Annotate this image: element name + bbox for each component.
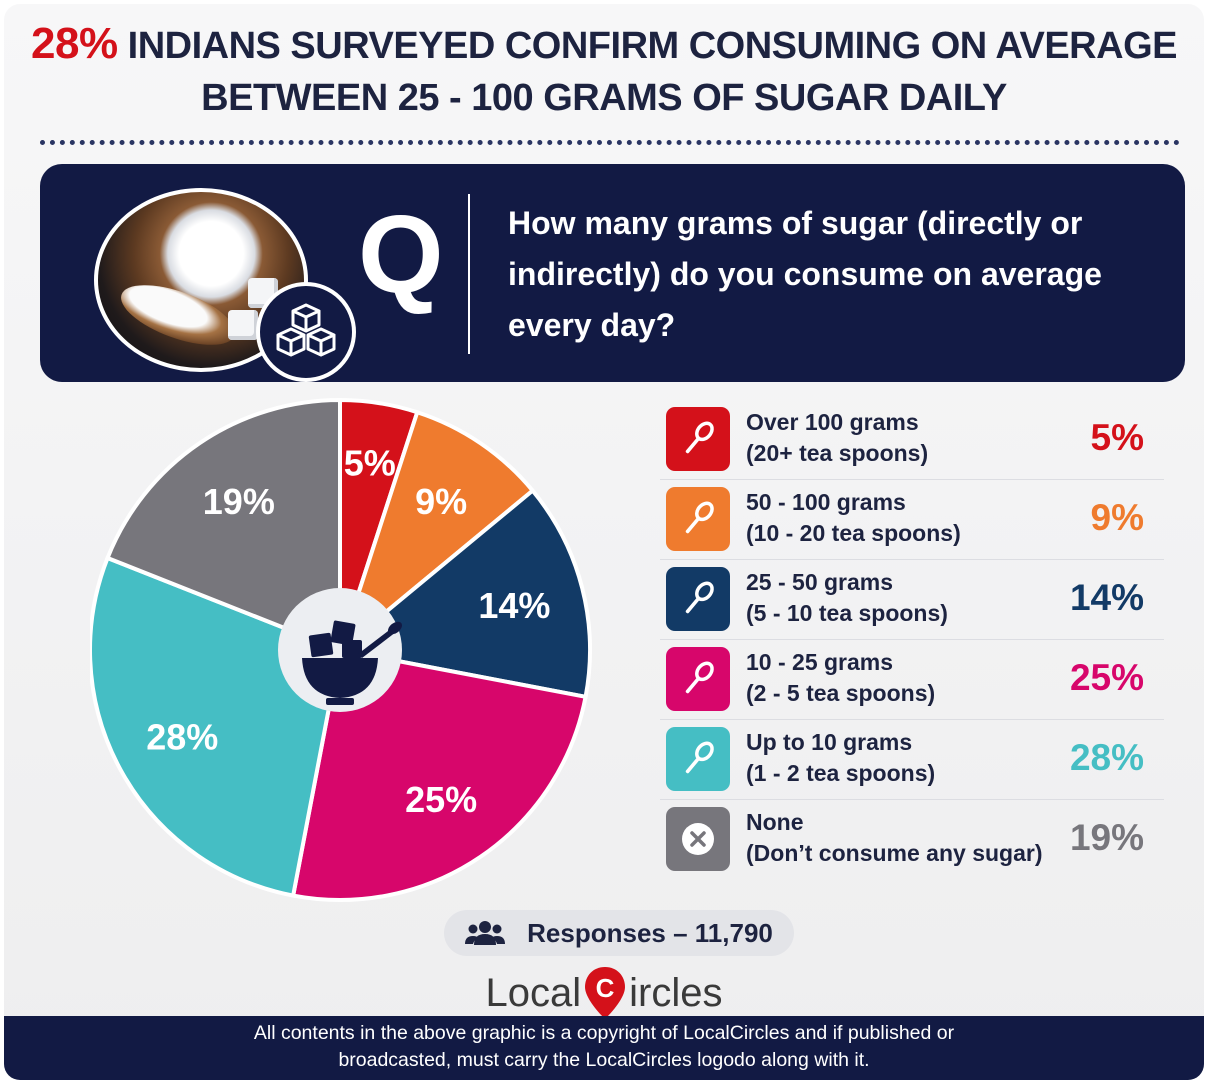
headline: 28% INDIANS SURVEYED CONFIRM CONSUMING O… <box>4 18 1204 124</box>
legend-label-line2: (20+ tea spoons) <box>746 440 929 466</box>
legend-row: 50 - 100 grams (10 - 20 tea spoons) 9% <box>660 480 1164 560</box>
wooden-spoon <box>113 272 243 358</box>
pie-label-6: 19% <box>203 481 275 522</box>
legend-label: 25 - 50 grams (5 - 10 tea spoons) <box>746 567 948 629</box>
sugar-bowl-icon <box>278 588 403 712</box>
logo-text-ircles: ircles <box>629 970 723 1015</box>
legend-row: 25 - 50 grams (5 - 10 tea spoons) 14% <box>660 560 1164 640</box>
legend-row: 10 - 25 grams (2 - 5 tea spoons) 25% <box>660 640 1164 720</box>
pie-slice-5 <box>90 555 343 898</box>
spoon-icon <box>666 647 730 711</box>
pie-slices <box>90 397 592 902</box>
legend-label: Over 100 grams (20+ tea spoons) <box>746 407 928 469</box>
legend-label: 50 - 100 grams (10 - 20 tea spoons) <box>746 487 961 549</box>
legend-label-line2: (Don’t consume any sugar) <box>746 840 1043 866</box>
question-box: Q How many grams of sugar (directly or i… <box>40 164 1185 382</box>
footer-line2: broadcasted, must carry the LocalCircles… <box>338 1049 870 1071</box>
infographic-card: 28% INDIANS SURVEYED CONFIRM CONSUMING O… <box>4 4 1204 1080</box>
pie-slice-6 <box>104 397 342 653</box>
localcircles-logo: Local C ircles <box>4 964 1204 1022</box>
sugar-cube <box>228 310 258 340</box>
legend-percent: 28% <box>1069 737 1144 778</box>
legend-row: Over 100 grams (20+ tea spoons) 5% <box>660 400 1164 480</box>
legend-label-line1: Up to 10 grams <box>746 729 913 755</box>
spoon-icon <box>666 567 730 631</box>
legend-label-line1: None <box>746 809 804 835</box>
legend-percent: 5% <box>1090 417 1144 458</box>
legend-label-line2: (2 - 5 tea spoons) <box>746 680 936 706</box>
people-icon <box>465 921 506 945</box>
legend-label: None (Don’t consume any sugar) <box>746 807 1042 869</box>
x-circle-icon <box>666 807 730 871</box>
legend-label-line1: 50 - 100 grams <box>746 489 906 515</box>
legend-label: 10 - 25 grams (2 - 5 tea spoons) <box>746 647 935 709</box>
q-letter: Q <box>358 193 444 316</box>
responses-count: Responses – 11,790 <box>527 917 773 948</box>
legend-percent: 14% <box>1069 577 1144 618</box>
legend-label-line2: (10 - 20 tea spoons) <box>746 520 961 546</box>
legend-label-line2: (1 - 2 tea spoons) <box>746 760 936 786</box>
logo-text-c: C <box>596 973 615 1003</box>
legend-label-line1: Over 100 grams <box>746 409 919 435</box>
legend: Over 100 grams (20+ tea spoons) 5% 50 - 100… <box>660 400 1164 879</box>
pie-slice-2 <box>335 409 536 656</box>
pie-label-3: 14% <box>478 585 550 626</box>
logo-pin-icon: C <box>585 967 626 1019</box>
pie-chart: 5% 9% 14% 25% 28% 19% <box>90 397 592 902</box>
pie-labels: 5% 9% 14% 25% 28% 19% <box>146 442 550 820</box>
pie-slice-3 <box>335 487 592 700</box>
legend-label-line1: 10 - 25 grams <box>746 649 894 675</box>
responses-pill: Responses – 11,790 <box>444 910 794 956</box>
spoon-icon <box>666 407 730 471</box>
copyright-footer: All contents in the above graphic is a c… <box>4 1016 1204 1080</box>
pie-label-1: 5% <box>344 442 396 483</box>
pie-label-4: 25% <box>405 779 477 820</box>
headline-line1: 28% INDIANS SURVEYED CONFIRM CONSUMING O… <box>4 18 1204 72</box>
legend-percent: 9% <box>1090 497 1144 538</box>
pie-label-2: 9% <box>415 481 467 522</box>
headline-highlight: 28% <box>31 19 118 68</box>
legend-row: None (Don’t consume any sugar) 19% <box>660 800 1164 879</box>
pie-label-5: 28% <box>146 717 218 758</box>
question-text: How many grams of sugar (directly or ind… <box>508 205 1102 343</box>
headline-line1-text: INDIANS SURVEYED CONFIRM CONSUMING ON AV… <box>127 25 1178 67</box>
logo-text-local: Local <box>485 970 582 1015</box>
legend-label-line2: (5 - 10 tea spoons) <box>746 600 948 626</box>
legend-label: Up to 10 grams (1 - 2 tea spoons) <box>746 727 935 789</box>
question-divider <box>468 194 470 354</box>
pie-slice-4 <box>290 647 588 902</box>
legend-row: Up to 10 grams (1 - 2 tea spoons) 28% <box>660 720 1164 800</box>
footer-line1: All contents in the above graphic is a c… <box>253 1022 955 1044</box>
legend-percent: 19% <box>1069 817 1144 858</box>
sugar-cubes-icon <box>256 282 356 382</box>
spoon-icon <box>666 487 730 551</box>
legend-label-line1: 25 - 50 grams <box>746 569 894 595</box>
headline-line2: BETWEEN 25 - 100 GRAMS OF SUGAR DAILY <box>201 77 1007 119</box>
dotted-divider <box>40 140 1180 145</box>
spoon-icon <box>666 727 730 791</box>
legend-percent: 25% <box>1069 657 1144 698</box>
sugar-photo <box>94 188 308 372</box>
